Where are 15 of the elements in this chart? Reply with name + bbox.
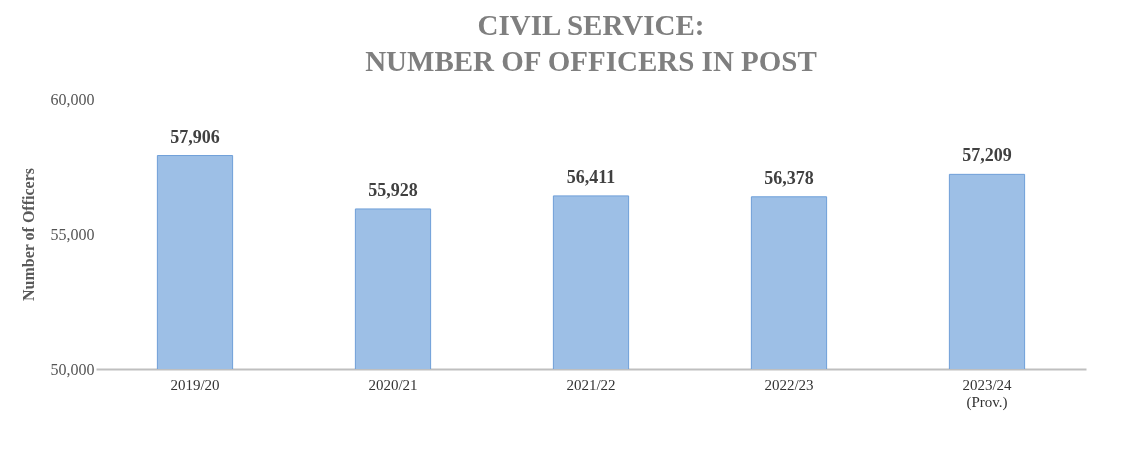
y-tick-label: 50,000 bbox=[50, 360, 95, 378]
data-label: 56,411 bbox=[566, 166, 616, 187]
x-tick-label: 2021/22 bbox=[566, 376, 616, 393]
y-axis-title: Number of Officers bbox=[19, 168, 37, 301]
x-tick-label: 2022/23 bbox=[764, 376, 814, 393]
data-label: 57,906 bbox=[170, 126, 220, 147]
x-tick-label: 2019/20 bbox=[170, 376, 220, 393]
x-tick-label: 2023/24 (Prov.) bbox=[962, 376, 1013, 411]
chart-title: CIVIL SERVICE: NUMBER OF OFFICERS IN POST bbox=[365, 9, 817, 77]
data-label: 57,209 bbox=[962, 145, 1012, 166]
x-tick-label: 2020/21 bbox=[368, 376, 418, 393]
y-tick-label: 60,000 bbox=[50, 90, 95, 108]
data-label: 55,928 bbox=[368, 179, 418, 200]
data-label: 56,378 bbox=[764, 167, 814, 188]
y-tick-label: 55,000 bbox=[50, 225, 95, 243]
